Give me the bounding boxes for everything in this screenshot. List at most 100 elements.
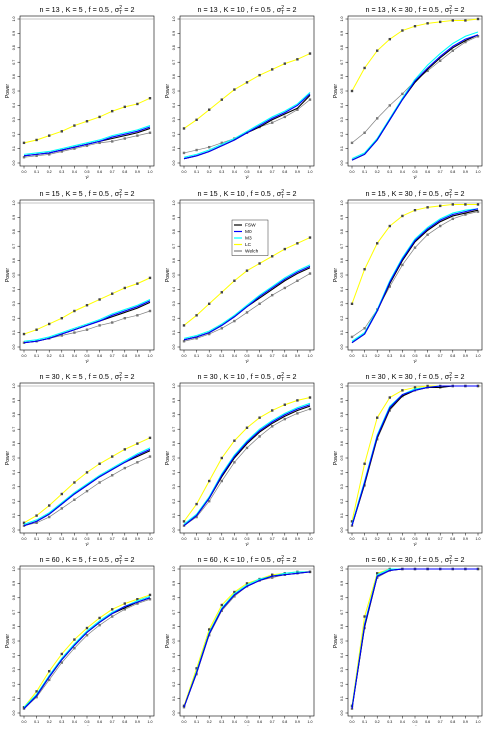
y-tick-label: 0.7 (172, 610, 176, 615)
y-tick-label: 0.0 (12, 161, 16, 166)
x-tick-label: 0.1 (194, 354, 199, 358)
data-point-lc (451, 203, 454, 206)
data-point-lc (220, 291, 223, 294)
x-axis-label: τ² (413, 359, 417, 364)
y-tick-label: 0.1 (340, 696, 344, 701)
x-tick-label: 0.8 (450, 537, 455, 541)
series-line-fsw (23, 597, 151, 710)
data-point-welch (48, 153, 51, 156)
x-tick-label: 0.2 (375, 720, 380, 724)
y-tick-label: 0.5 (172, 456, 176, 461)
x-tick-label: 0.5 (413, 720, 418, 724)
data-point-welch (111, 321, 114, 324)
data-point-welch (220, 609, 223, 612)
y-tick-label: 0.6 (172, 624, 176, 629)
data-point-welch (388, 409, 391, 412)
y-tick-label: 0.1 (340, 513, 344, 518)
data-point-lc (388, 396, 391, 399)
x-tick-label: 0.8 (282, 354, 287, 358)
legend-label: M0 (245, 229, 252, 235)
y-tick-label: 0.4 (340, 470, 344, 475)
x-tick-label: 0.7 (438, 354, 443, 358)
x-axis-label: τ² (245, 175, 249, 180)
x-axis-label: τ² (85, 359, 89, 364)
x-tick-label: 0.9 (463, 170, 468, 174)
y-tick-label: 0.5 (172, 273, 176, 278)
x-tick-label: 0.6 (97, 537, 102, 541)
y-axis-label: Power (333, 84, 339, 99)
data-point-welch (182, 340, 186, 343)
y-tick-label: 0.5 (340, 273, 344, 278)
data-point-lc (376, 572, 379, 575)
data-point-lc (148, 97, 152, 100)
data-point-welch (60, 507, 63, 510)
x-tick-label: 0.0 (182, 720, 187, 724)
data-point-welch (182, 151, 186, 155)
data-point-lc (376, 416, 379, 419)
y-tick-label: 0.2 (12, 682, 16, 687)
y-tick-label: 0.7 (12, 427, 16, 432)
data-point-lc (220, 456, 223, 460)
y-tick-label: 0.3 (12, 117, 16, 122)
x-tick-label: 0.2 (47, 537, 52, 541)
x-tick-label: 0.6 (425, 537, 430, 541)
x-tick-label: 1.0 (148, 170, 153, 174)
y-tick-label: 1.0 (172, 201, 176, 206)
data-point-welch (401, 263, 404, 267)
x-tick-label: 0.5 (85, 170, 90, 174)
data-point-welch (85, 144, 89, 147)
data-point-welch (148, 598, 152, 601)
y-tick-label: 0.1 (172, 696, 176, 701)
data-point-lc (258, 73, 261, 77)
series-line-m0 (183, 265, 311, 341)
data-point-welch (283, 115, 286, 119)
data-point-lc (376, 49, 379, 52)
series-line-welch (183, 273, 311, 342)
series-line-lc (23, 437, 151, 524)
data-point-welch (73, 147, 76, 150)
y-tick-label: 0.0 (340, 528, 344, 533)
data-point-lc (283, 62, 286, 65)
x-tick-label: 0.3 (219, 537, 224, 541)
x-tick-label: 0.2 (375, 354, 380, 358)
x-tick-label: 0.1 (362, 354, 367, 358)
data-point-lc (245, 582, 249, 585)
chart-panel: n = 30 , K = 30 , f = 0.5 , σ2 T = 2 0.0 0.… (333, 372, 483, 547)
y-tick-label: 0.1 (12, 146, 16, 151)
series-line-m0 (23, 597, 151, 710)
data-point-welch (271, 576, 274, 579)
series-line-m3 (183, 92, 311, 158)
data-point-lc (296, 242, 299, 245)
series-line-welch (351, 35, 479, 144)
series-line-fsw (351, 34, 479, 161)
x-tick-label: 0.1 (34, 537, 39, 541)
y-tick-label: 0.8 (172, 45, 176, 50)
data-point-lc (136, 282, 139, 285)
data-point-welch (439, 224, 442, 228)
data-point-welch (73, 647, 76, 650)
y-tick-label: 0.1 (12, 696, 16, 701)
y-tick-label: 1.0 (172, 17, 176, 22)
y-tick-label: 0.9 (340, 31, 344, 36)
series-line-fsw (23, 450, 151, 527)
y-tick-label: 0.2 (12, 316, 16, 321)
series-line-m0 (23, 448, 151, 527)
data-point-welch (85, 328, 89, 331)
y-tick-label: 0.9 (172, 31, 176, 36)
x-tick-label: 0.7 (438, 537, 443, 541)
y-tick-label: 0.8 (340, 412, 344, 417)
y-tick-label: 0.9 (12, 581, 16, 586)
panel-title: n = 13 , K = 30 , f = 0.5 , σ2 T = 2 (365, 5, 464, 16)
x-tick-label: 0.1 (362, 170, 367, 174)
x-tick-label: 0.2 (375, 537, 380, 541)
y-tick-label: 0.3 (340, 667, 344, 672)
y-axis-label: Power (5, 268, 11, 283)
plot-frame (347, 565, 483, 717)
y-tick-label: 0.2 (12, 132, 16, 137)
x-tick-label: 0.9 (295, 354, 300, 358)
y-tick-label: 1.0 (172, 567, 176, 572)
y-axis-label: Power (333, 634, 339, 649)
data-point-welch (111, 474, 114, 477)
